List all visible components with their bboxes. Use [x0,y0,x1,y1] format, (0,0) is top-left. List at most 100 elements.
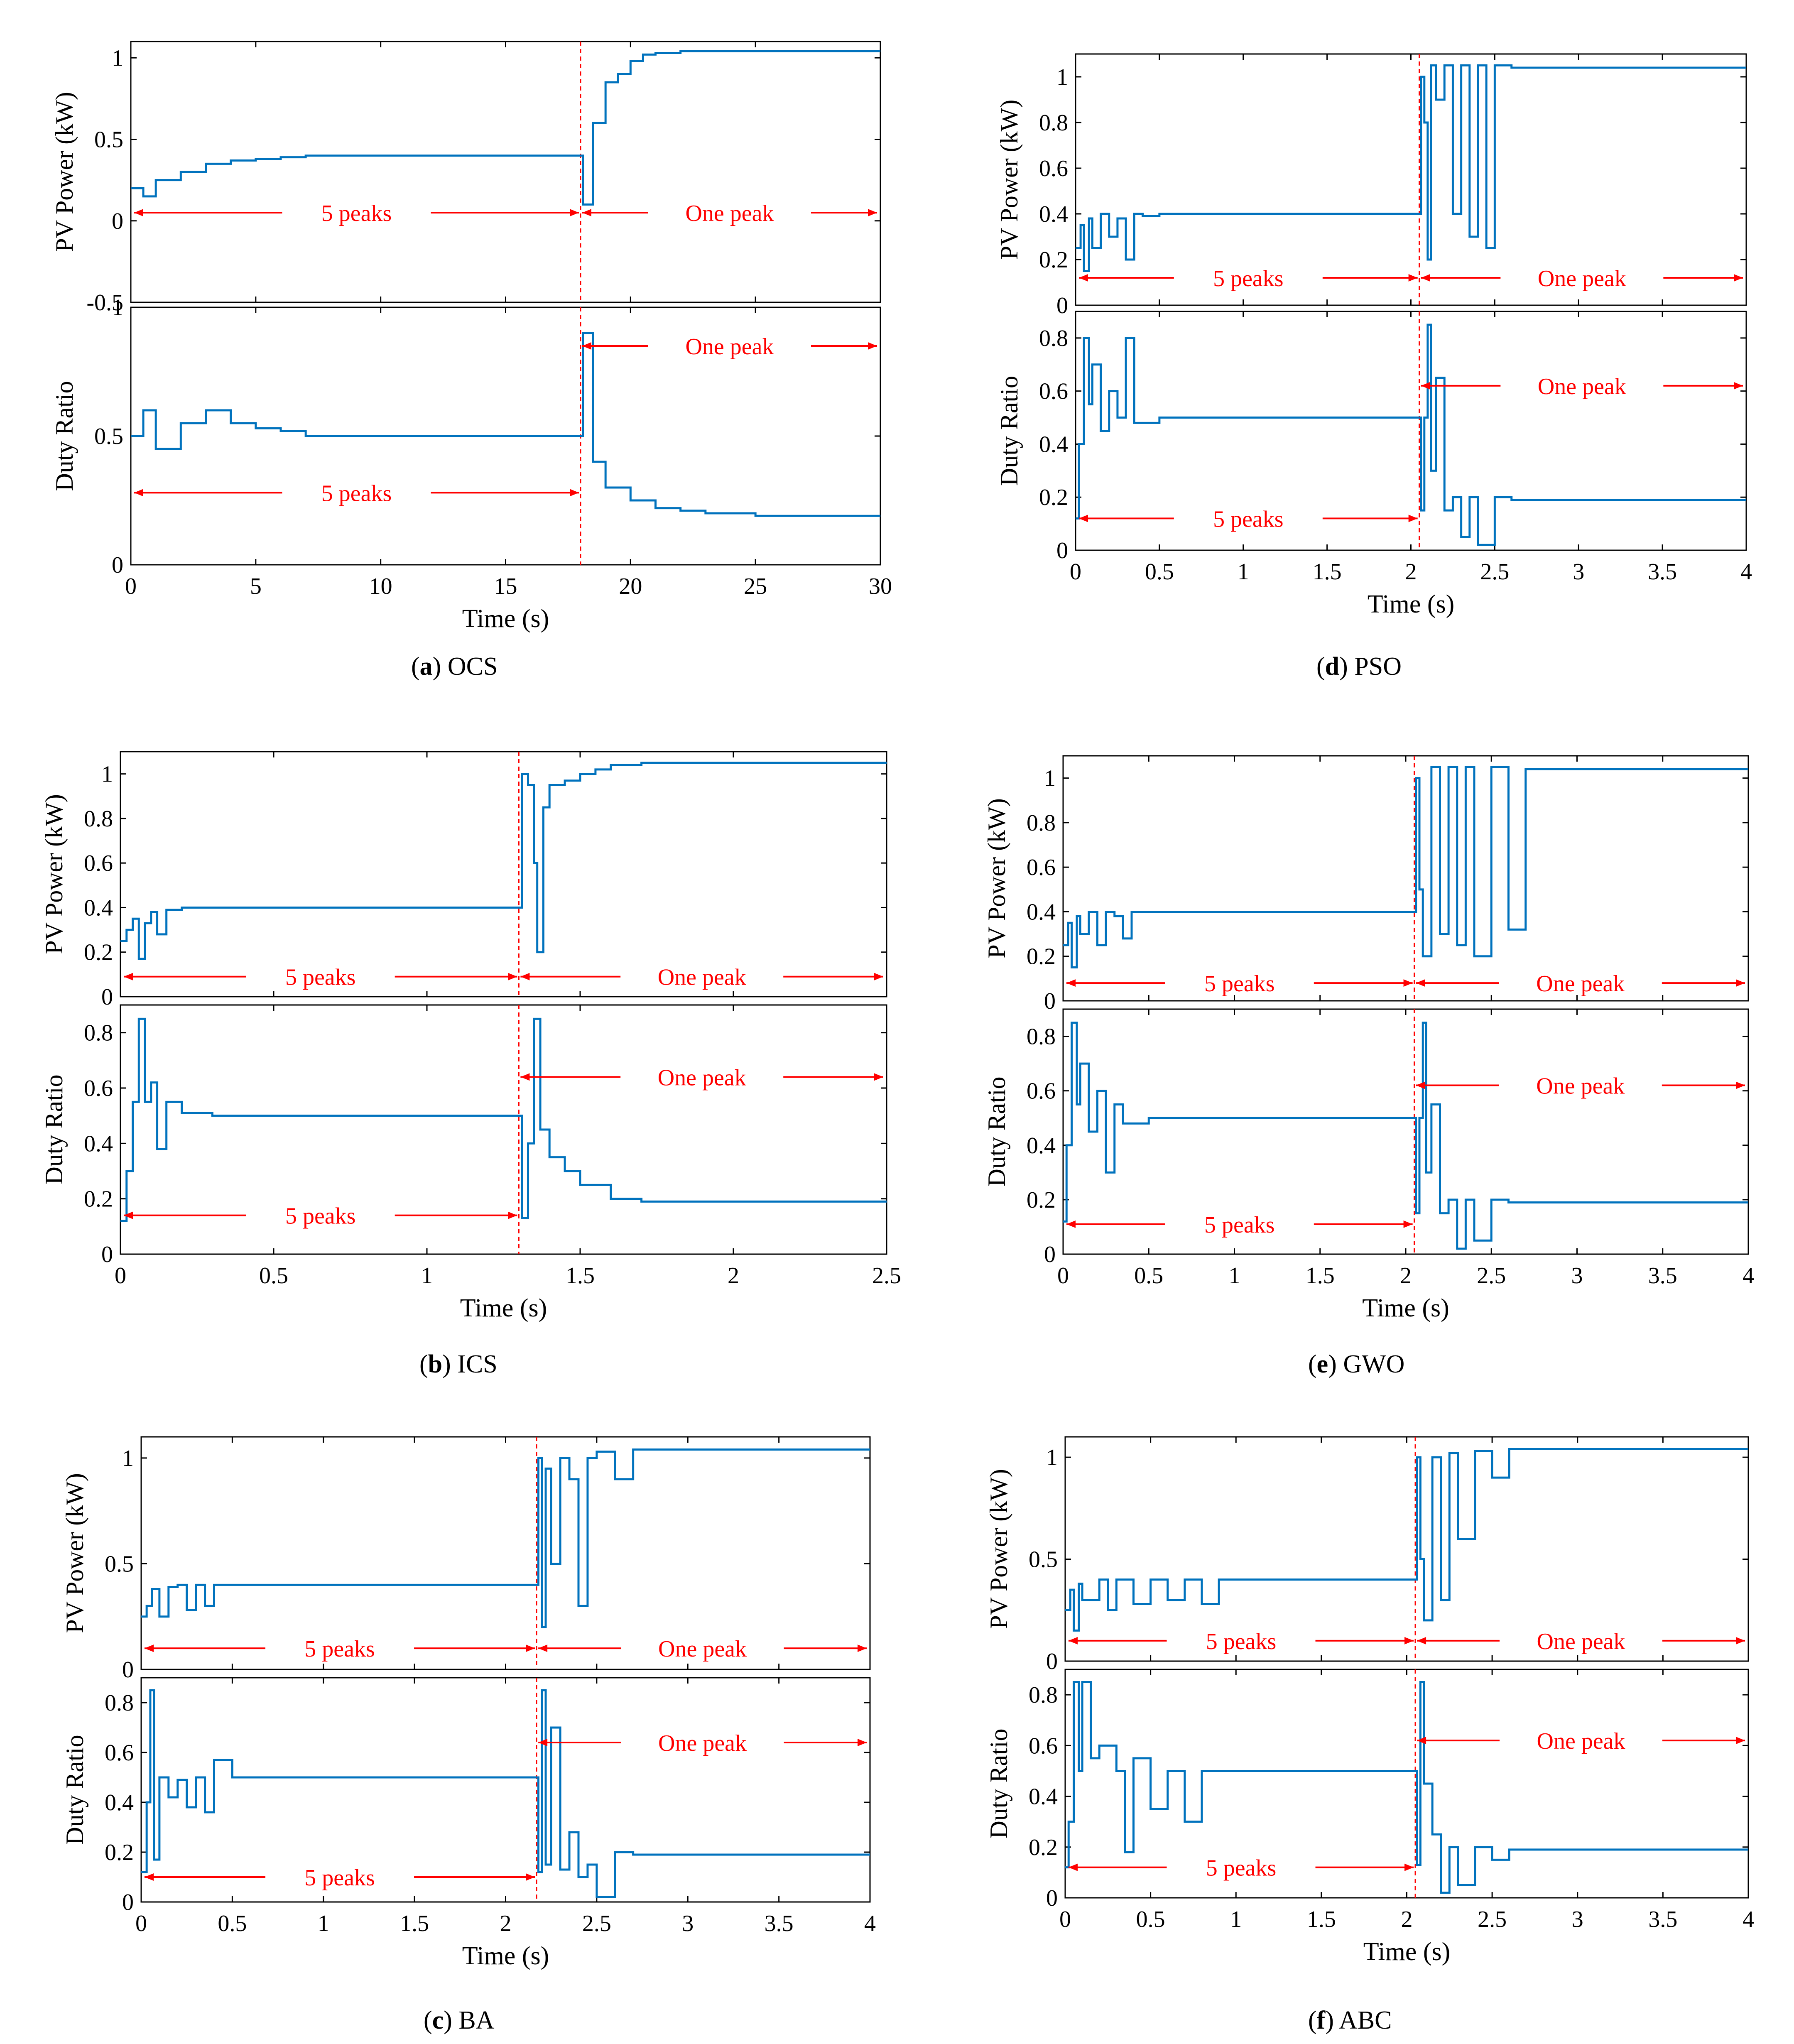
chart-d-top-arrow-5peaks-head-left [1079,274,1088,282]
chart-e-top-series-line [1063,766,1748,969]
chart-f-top-arrow-onepeak-label: One peak [1537,1629,1625,1654]
chart-f-bottom-xtick-label: 2 [1401,1907,1413,1932]
chart-e-svg: 0 0.2 0.4 0.6 0.8 1 PV Power (kW) 5 peaks One pe… [983,755,1754,1322]
chart-d-bottom-axes-box [1075,311,1747,551]
chart-d-top-ytick-label: 0.4 [1039,201,1068,227]
chart-a-top-ytick-label: -0.5 [86,290,123,316]
chart-c-bottom-ytick-label: 0.2 [105,1840,134,1865]
chart-c-svg: 0 0.5 1 PV Power (kW) 5 peaks One peak 0 0.2 0.4… [61,1436,876,1970]
caption-f: (f) ABC [1308,2006,1392,2034]
chart-a-top-arrow-onepeak-head-right [868,209,877,217]
chart-e-top-arrow-5peaks-label: 5 peaks [1204,971,1275,997]
chart-f-bottom-xtick-label: 3 [1572,1907,1583,1932]
chart-d-bottom-arrow-5peaks-head-right [1408,515,1418,522]
chart-d-bottom-xtick-label: 0.5 [1145,559,1174,585]
chart-a-top-arrow-onepeak-head-left [582,209,591,217]
chart-f-bottom-ylabel: Duty Ratio [985,1729,1012,1839]
chart-b-bottom-arrow-onepeak-head-left [520,1073,530,1081]
chart-e-bottom-xtick-label: 0 [1057,1263,1069,1289]
chart-c-bottom-ytick-label: 0.4 [105,1790,134,1816]
chart-e-bottom-xtick-label: 1 [1229,1263,1240,1289]
chart-c-top-ylabel: PV Power (kW) [61,1473,88,1633]
chart-c-bottom-xtick-label: 1.5 [400,1911,429,1936]
chart-d-top-arrow-5peaks-head-right [1408,274,1418,282]
chart-f-top-ylabel: PV Power (kW) [985,1469,1012,1629]
chart-d-bottom-ytick-label: 0.2 [1039,485,1068,510]
chart-d-bottom-arrow-5peaks-label: 5 peaks [1213,506,1284,532]
chart-c-bottom-series-line [141,1689,870,1898]
caption-c: (c) BA [424,2006,495,2034]
chart-a-bottom-arrow-5peaks-head-left [134,489,143,497]
chart-d-bottom-arrow-5peaks-head-left [1079,515,1088,522]
chart-e-bottom-xtick-label: 3.5 [1648,1263,1677,1289]
chart-c-bottom-xtick-label: 3 [682,1911,694,1936]
chart-b-top-ytick-label: 0.2 [84,940,113,966]
chart-c-bottom-arrow-onepeak-head-left [538,1739,548,1746]
caption-d: (d) PSO [1316,652,1402,681]
chart-f-top-series-line [1065,1448,1748,1632]
chart-a-bottom-series-line [131,332,880,517]
chart-c-bottom-xtick-label: 2 [500,1911,512,1936]
chart-b-top-axes-box [120,751,887,997]
chart-d-top-arrow-onepeak-label: One peak [1538,266,1626,292]
chart-e-top-arrow-5peaks-head-right [1403,979,1413,987]
chart-f-bottom-arrow-5peaks-head-left [1069,1863,1078,1871]
chart-a-bottom-arrow-5peaks-label: 5 peaks [321,480,392,506]
chart-b-bottom-xtick-label: 0.5 [259,1263,288,1289]
chart-d-top-series-line [1076,64,1746,272]
chart-e-bottom-arrow-5peaks-label: 5 peaks [1204,1212,1275,1238]
chart-f-svg: 0 0.5 1 PV Power (kW) 5 peaks One peak 0 0.2 0.4… [985,1436,1754,1966]
chart-f-bottom-arrow-5peaks-head-right [1404,1863,1414,1871]
chart-e-bottom-ytick-label: 0.8 [1027,1024,1056,1050]
chart-b-top-ytick-label: 0.6 [84,850,113,876]
chart-f-bottom-xtick-label: 2.5 [1478,1907,1507,1932]
chart-b-bottom-ytick-label: 0.4 [84,1131,113,1157]
chart-e-bottom-ylabel: Duty Ratio [983,1077,1010,1187]
chart-c-bottom-axes-box [140,1677,871,1903]
chart-d-xlabel: Time (s) [1368,590,1455,618]
chart-f-top-arrow-5peaks-label: 5 peaks [1206,1629,1277,1654]
chart-a-top-ytick-label: 0.5 [94,127,123,153]
chart-panel-e: 0 0.2 0.4 0.6 0.8 1 PV Power (kW) 5 peaks One pe… [897,739,1794,1341]
chart-e-top-ytick-label: 0.8 [1027,810,1056,836]
chart-e-top-arrow-5peaks-head-left [1066,979,1076,987]
chart-a-bottom-xtick-label: 10 [369,573,392,599]
chart-b-top-arrow-onepeak-head-left [520,973,530,980]
chart-b-bottom-arrow-5peaks-head-right [508,1211,517,1219]
chart-a-bottom-ylabel: Duty Ratio [51,381,78,491]
chart-b-bottom-xtick-label: 1.5 [566,1263,595,1289]
chart-d-bottom-xtick-label: 1 [1238,559,1249,585]
chart-a-bottom-ytick-label: 0.5 [94,424,123,449]
chart-e-top-arrow-onepeak-label: One peak [1536,971,1625,997]
chart-a-top-ytick-label: 1 [112,45,123,71]
chart-panel-d: 0 0.2 0.4 0.6 0.8 1 PV Power (kW) 5 peaks One pe… [897,25,1794,627]
chart-panel-f: 0 0.5 1 PV Power (kW) 5 peaks One peak 0 0.2 0.4… [897,1429,1794,2002]
chart-c-top-series-line [141,1448,870,1628]
chart-c-top-arrow-5peaks-label: 5 peaks [304,1636,375,1662]
chart-f-bottom-arrow-onepeak-head-right [1736,1737,1745,1745]
chart-d-top-ytick-label: 0.2 [1039,247,1068,273]
chart-d-bottom-xtick-label: 3 [1573,559,1584,585]
chart-b-top-ytick-label: 0 [101,984,113,1010]
chart-e-top-ytick-label: 0.4 [1027,899,1056,925]
chart-panel-b: 0 0.2 0.4 0.6 0.8 1 PV Power (kW) 5 peaks One pe… [0,739,901,1341]
chart-d-bottom-xtick-label: 4 [1740,559,1752,585]
chart-d-top-ylabel: PV Power (kW) [995,100,1023,260]
chart-c-bottom-ytick-label: 0.6 [105,1740,134,1766]
chart-f-bottom-ytick-label: 0.6 [1029,1733,1058,1759]
chart-c-top-arrow-onepeak-head-left [538,1645,548,1652]
chart-e-bottom-arrow-5peaks-head-right [1403,1220,1413,1228]
chart-d-top-axes-box [1075,53,1747,306]
chart-d-bottom-ytick-label: 0.4 [1039,431,1068,457]
chart-d-bottom-ytick-label: 0.8 [1039,326,1068,351]
chart-c-bottom-xtick-label: 0 [135,1911,147,1936]
chart-f-top-ytick-label: 1 [1046,1445,1058,1471]
chart-f-bottom-arrow-onepeak-label: One peak [1537,1728,1625,1754]
chart-b-bottom-arrow-5peaks-head-left [124,1211,133,1219]
chart-f-bottom-ytick-label: 0.4 [1029,1784,1058,1810]
chart-b-bottom-ytick-label: 0.2 [84,1186,113,1212]
chart-a-bottom-xtick-label: 25 [744,573,767,599]
chart-b-bottom-ytick-label: 0.6 [84,1076,113,1101]
chart-d-bottom-ytick-label: 0.6 [1039,379,1068,404]
chart-d-bottom-xtick-label: 0 [1070,559,1081,585]
